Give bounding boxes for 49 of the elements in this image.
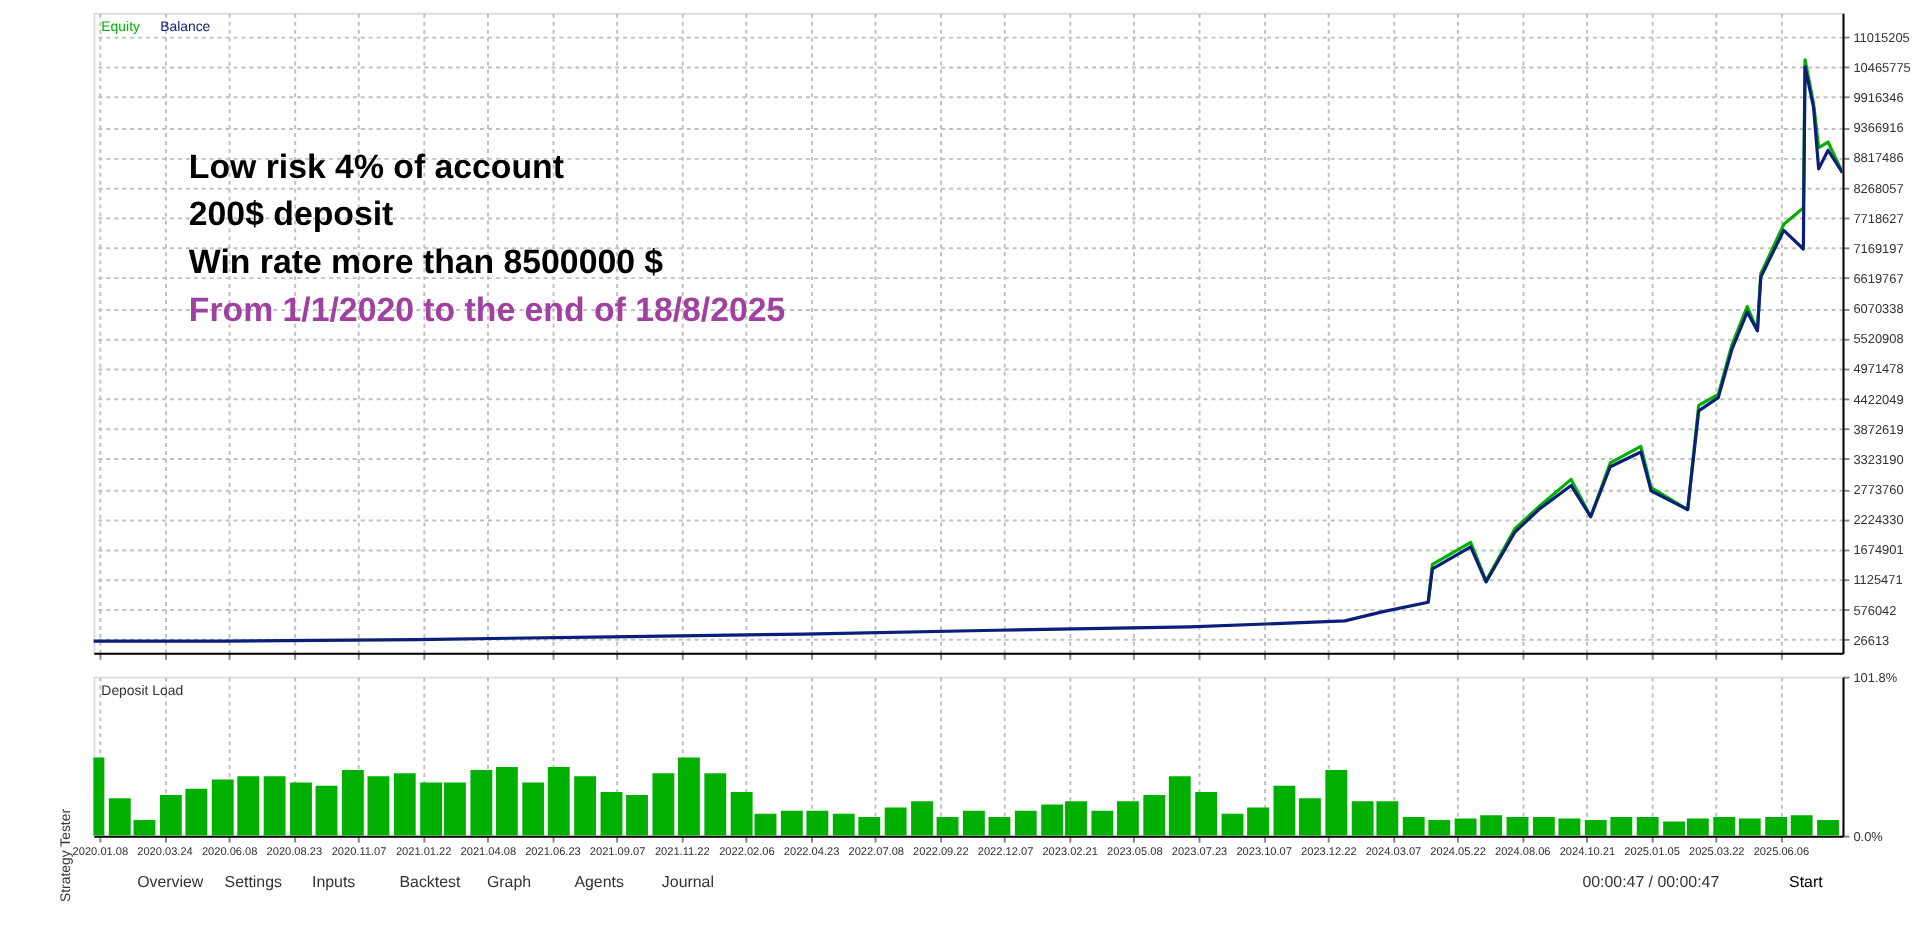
text: Settings bbox=[224, 873, 283, 892]
bar bbox=[1713, 816, 1736, 836]
bar bbox=[911, 801, 933, 836]
bar bbox=[547, 766, 570, 836]
bar bbox=[1091, 810, 1114, 836]
bar bbox=[936, 816, 959, 836]
bar bbox=[495, 766, 518, 836]
bar bbox=[315, 785, 338, 836]
bar bbox=[1168, 776, 1191, 836]
bar bbox=[1738, 818, 1761, 836]
bar bbox=[574, 776, 597, 836]
bar bbox=[884, 807, 907, 836]
annotation: Low risk 4% of account bbox=[188, 147, 565, 186]
bar bbox=[1506, 816, 1529, 836]
bar bbox=[1221, 813, 1244, 836]
text: Inputs bbox=[312, 873, 356, 892]
bar bbox=[393, 773, 416, 836]
bar bbox=[1273, 785, 1296, 836]
line-series bbox=[93, 65, 1843, 643]
bar bbox=[600, 791, 623, 836]
annotation: 200$ deposit bbox=[188, 195, 395, 234]
bar bbox=[1325, 770, 1348, 836]
bar bbox=[263, 776, 286, 836]
bar bbox=[626, 795, 648, 836]
annotation: From 1/1/2020 to the end of 18/8/2025 bbox=[188, 290, 786, 329]
bar bbox=[1817, 820, 1839, 836]
bar bbox=[1014, 810, 1037, 836]
text: Graph bbox=[486, 873, 532, 892]
bar bbox=[704, 773, 727, 836]
bar bbox=[522, 782, 545, 836]
bar bbox=[1636, 816, 1659, 836]
text: Overview bbox=[137, 873, 204, 892]
bar bbox=[470, 770, 493, 836]
bar bbox=[1299, 798, 1321, 836]
bar bbox=[1195, 791, 1218, 836]
bar bbox=[1116, 801, 1139, 836]
bar bbox=[1765, 816, 1788, 836]
bar bbox=[652, 773, 675, 836]
bar bbox=[290, 782, 312, 836]
bar bbox=[1790, 815, 1813, 836]
bar bbox=[677, 757, 700, 836]
text: Agents bbox=[574, 873, 624, 892]
annotation: Win rate more than 8500000 $ bbox=[188, 243, 665, 282]
bar bbox=[1143, 795, 1166, 836]
text: Start bbox=[1789, 873, 1825, 892]
text: 00:00:47 / 00:00:47 bbox=[1582, 873, 1721, 892]
bar bbox=[1247, 807, 1269, 836]
text: Backtest bbox=[399, 873, 462, 892]
text: Journal bbox=[661, 873, 715, 892]
